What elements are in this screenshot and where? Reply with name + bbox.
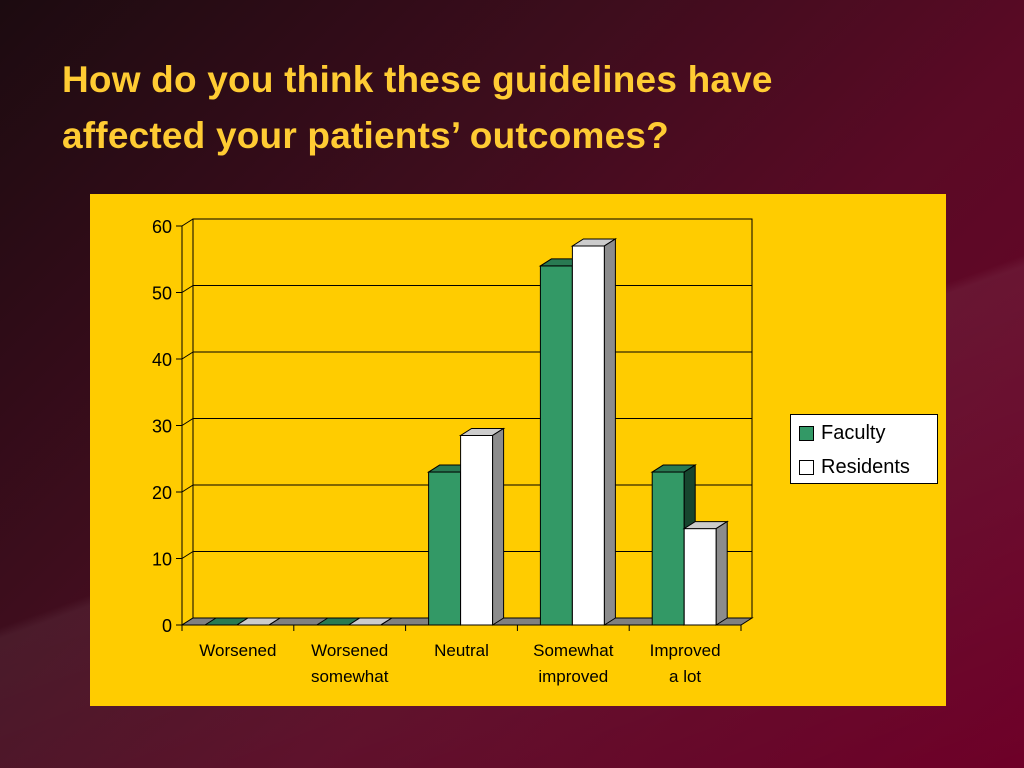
legend-label-faculty: Faculty <box>821 421 886 444</box>
legend-label-residents: Residents <box>821 455 910 478</box>
x-category-label: improved <box>538 667 608 686</box>
x-category-label: somewhat <box>311 667 389 686</box>
y-tick-label: 50 <box>152 284 172 304</box>
y-tick-label: 20 <box>152 483 172 503</box>
bar-faculty-front <box>651 471 685 626</box>
x-category-label: Somewhat <box>533 641 614 660</box>
bar-residents-front <box>683 528 717 626</box>
bar-residents-side <box>268 617 281 626</box>
x-category-label: Worsened <box>311 641 388 660</box>
x-category-label: Improved <box>650 641 721 660</box>
bar-residents-side <box>603 238 616 626</box>
bar-chart: 0 10 20 30 40 50 60 Worsened Worsened somewhat Neu… <box>152 217 754 686</box>
bar-faculty-front <box>539 265 573 626</box>
y-tick-label: 10 <box>152 550 172 570</box>
slide-title: How do you think these guidelines have a… <box>62 52 982 164</box>
y-tick-label: 30 <box>152 417 172 437</box>
bar-residents-front <box>571 245 605 626</box>
gridline-depth <box>181 418 194 426</box>
chart-panel: 0 10 20 30 40 50 60 Worsened Worsened somewhat Neu… <box>90 194 946 706</box>
bar-faculty-front <box>428 471 462 626</box>
legend-swatch-faculty <box>799 425 814 441</box>
y-tick-label: 0 <box>162 616 172 636</box>
bar-residents-side <box>380 617 393 626</box>
gridline-depth <box>181 551 194 559</box>
gridline-depth <box>181 484 194 493</box>
x-category-label: a lot <box>669 667 701 686</box>
y-tick-label: 40 <box>152 350 172 370</box>
chart-legend: Faculty Residents <box>790 414 938 484</box>
gridline-depth <box>181 218 194 227</box>
legend-item-residents: Residents <box>799 455 910 479</box>
x-category-label: Worsened <box>199 641 276 660</box>
bar-residents-front <box>460 434 494 626</box>
legend-swatch-residents <box>799 459 814 475</box>
gridline-depth <box>181 351 194 360</box>
x-category-label: Neutral <box>434 641 489 660</box>
bar-residents-side <box>715 520 728 626</box>
slide-title-line-2: affected your patients’ outcomes? <box>62 115 669 156</box>
legend-item-faculty: Faculty <box>799 421 885 445</box>
bar-residents-side <box>492 427 505 626</box>
slide-title-line-1: How do you think these guidelines have <box>62 59 773 100</box>
gridline-depth <box>181 285 194 293</box>
y-tick-label: 60 <box>152 217 172 237</box>
